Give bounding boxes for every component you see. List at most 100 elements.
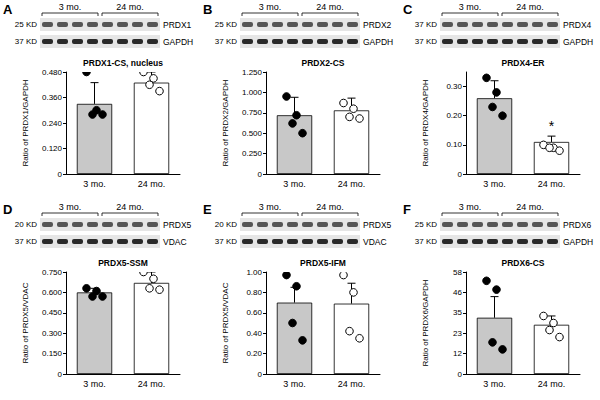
- svg-text:GAPDH: GAPDH: [163, 37, 193, 47]
- svg-text:*: *: [549, 118, 555, 134]
- svg-text:3 mo.: 3 mo.: [483, 179, 506, 189]
- svg-text:3 mo.: 3 mo.: [483, 379, 506, 389]
- svg-text:20 KD: 20 KD: [215, 220, 237, 229]
- svg-text:0.80: 0.80: [246, 288, 262, 297]
- svg-text:0: 0: [258, 370, 263, 379]
- svg-text:23: 23: [453, 329, 462, 338]
- svg-text:0.120: 0.120: [42, 144, 63, 153]
- svg-text:46: 46: [453, 288, 462, 297]
- svg-text:0.480: 0.480: [42, 68, 63, 77]
- svg-text:0.450: 0.450: [42, 308, 63, 317]
- svg-text:25 KD: 25 KD: [215, 20, 237, 29]
- svg-text:0.60: 0.60: [246, 308, 262, 317]
- svg-text:0.20: 0.20: [446, 111, 462, 120]
- svg-text:3 mo.: 3 mo.: [83, 179, 106, 189]
- svg-text:24 mo.: 24 mo.: [538, 379, 566, 389]
- svg-text:PRDX6-CS: PRDX6-CS: [502, 258, 545, 268]
- svg-text:0.20: 0.20: [246, 349, 262, 358]
- svg-text:PRDX5-IFM: PRDX5-IFM: [300, 258, 346, 268]
- svg-text:0.240: 0.240: [42, 119, 63, 128]
- svg-text:0: 0: [58, 370, 63, 379]
- svg-text:24 mo.: 24 mo.: [538, 179, 566, 189]
- svg-text:24 mo.: 24 mo.: [116, 202, 144, 212]
- svg-text:Ratio of PRDX5/VDAC: Ratio of PRDX5/VDAC: [21, 282, 30, 363]
- svg-text:37 KD: 37 KD: [415, 237, 437, 246]
- svg-text:Ratio of PRDX2/GAPDH: Ratio of PRDX2/GAPDH: [221, 79, 230, 166]
- svg-text:3 mo.: 3 mo.: [59, 202, 82, 212]
- svg-text:Ratio of PRDX1/GAPDH: Ratio of PRDX1/GAPDH: [21, 79, 30, 166]
- svg-text:1.000: 1.000: [242, 88, 263, 97]
- svg-text:0.360: 0.360: [42, 93, 63, 102]
- svg-text:C: C: [403, 2, 413, 17]
- svg-text:PRDX2: PRDX2: [363, 20, 392, 30]
- svg-text:20 KD: 20 KD: [15, 220, 37, 229]
- svg-text:24 mo.: 24 mo.: [116, 2, 144, 12]
- svg-text:25 KD: 25 KD: [15, 20, 37, 29]
- svg-text:0: 0: [458, 370, 463, 379]
- svg-text:GAPDH: GAPDH: [363, 37, 393, 47]
- svg-text:D: D: [3, 202, 12, 217]
- svg-text:0.30: 0.30: [446, 82, 462, 91]
- svg-text:25 KD: 25 KD: [415, 220, 437, 229]
- svg-text:24 mo.: 24 mo.: [316, 2, 344, 12]
- svg-text:0.40: 0.40: [246, 329, 262, 338]
- svg-text:3 mo.: 3 mo.: [459, 202, 482, 212]
- svg-text:37 KD: 37 KD: [215, 37, 237, 46]
- svg-text:58: 58: [453, 268, 462, 277]
- svg-text:24 mo.: 24 mo.: [138, 379, 166, 389]
- svg-text:F: F: [403, 202, 411, 217]
- svg-text:3 mo.: 3 mo.: [83, 379, 106, 389]
- svg-text:1.00: 1.00: [246, 268, 262, 277]
- svg-text:35: 35: [453, 308, 462, 317]
- svg-text:PRDX1-CS, nucleus: PRDX1-CS, nucleus: [83, 58, 163, 68]
- svg-text:PRDX4: PRDX4: [563, 20, 592, 30]
- svg-text:24 mo.: 24 mo.: [338, 179, 366, 189]
- svg-text:37 KD: 37 KD: [215, 237, 237, 246]
- svg-text:0.750: 0.750: [242, 108, 263, 117]
- svg-text:0: 0: [258, 170, 263, 179]
- svg-text:3 mo.: 3 mo.: [283, 379, 306, 389]
- svg-text:24 mo.: 24 mo.: [316, 202, 344, 212]
- svg-text:0.500: 0.500: [242, 129, 263, 138]
- svg-text:24 mo.: 24 mo.: [516, 202, 544, 212]
- svg-text:PRDX6: PRDX6: [563, 220, 592, 230]
- svg-text:0.600: 0.600: [42, 288, 63, 297]
- svg-text:A: A: [3, 2, 13, 17]
- svg-text:PRDX5: PRDX5: [163, 220, 192, 230]
- svg-text:1.250: 1.250: [242, 68, 263, 77]
- svg-text:0: 0: [58, 170, 63, 179]
- svg-text:0: 0: [458, 170, 463, 179]
- svg-text:PRDX4-ER: PRDX4-ER: [502, 58, 545, 68]
- svg-text:Ratio of PRDX4/GAPDH: Ratio of PRDX4/GAPDH: [421, 79, 430, 166]
- svg-text:PRDX5-SSM: PRDX5-SSM: [98, 258, 148, 268]
- svg-text:0.10: 0.10: [446, 140, 462, 149]
- svg-text:0.150: 0.150: [42, 349, 63, 358]
- svg-text:24 mo.: 24 mo.: [516, 2, 544, 12]
- svg-text:12: 12: [453, 349, 462, 358]
- svg-text:0.750: 0.750: [42, 268, 63, 277]
- svg-text:3 mo.: 3 mo.: [259, 2, 282, 12]
- svg-text:0.250: 0.250: [242, 149, 263, 158]
- svg-text:37 KD: 37 KD: [415, 37, 437, 46]
- svg-text:37 KD: 37 KD: [15, 37, 37, 46]
- svg-text:3 mo.: 3 mo.: [59, 2, 82, 12]
- svg-text:0.300: 0.300: [42, 329, 63, 338]
- svg-text:GAPDH: GAPDH: [563, 237, 593, 247]
- svg-text:Ratio of PRDX6/GAPDH: Ratio of PRDX6/GAPDH: [421, 279, 430, 366]
- svg-text:3 mo.: 3 mo.: [259, 202, 282, 212]
- svg-text:37 KD: 37 KD: [15, 237, 37, 246]
- svg-text:37 KD: 37 KD: [415, 20, 437, 29]
- svg-text:B: B: [203, 2, 212, 17]
- svg-text:3 mo.: 3 mo.: [459, 2, 482, 12]
- svg-text:3 mo.: 3 mo.: [283, 179, 306, 189]
- svg-text:E: E: [203, 202, 212, 217]
- svg-text:Ratio of PRDX5/VDAC: Ratio of PRDX5/VDAC: [221, 282, 230, 363]
- svg-text:24 mo.: 24 mo.: [338, 379, 366, 389]
- svg-text:VDAC: VDAC: [163, 237, 187, 247]
- svg-text:VDAC: VDAC: [363, 237, 387, 247]
- svg-text:PRDX2-CS: PRDX2-CS: [302, 58, 345, 68]
- svg-text:PRDX1: PRDX1: [163, 20, 192, 30]
- svg-text:GAPDH: GAPDH: [563, 37, 593, 47]
- svg-text:24 mo.: 24 mo.: [138, 179, 166, 189]
- svg-text:PRDX5: PRDX5: [363, 220, 392, 230]
